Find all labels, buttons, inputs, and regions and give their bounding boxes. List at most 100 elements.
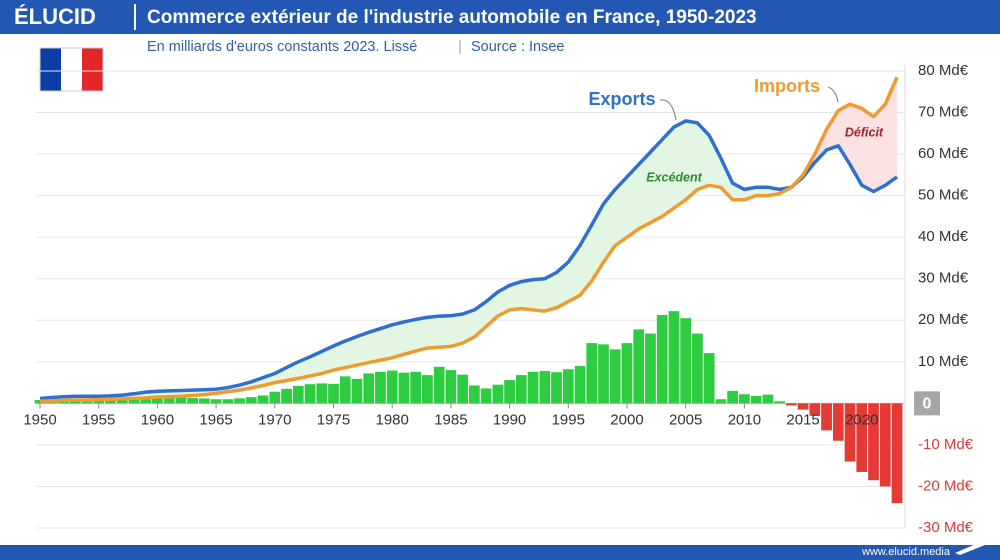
- balance-bar: [328, 383, 339, 404]
- fills: [40, 77, 897, 402]
- balance-bar: [668, 311, 680, 404]
- x-tick-label: 1960: [141, 411, 174, 428]
- balance-bar: [832, 403, 844, 441]
- balance-bar: [34, 400, 46, 404]
- footer: www.elucid.media: [861, 546, 951, 558]
- balance-bar: [797, 403, 809, 410]
- footer-bar: [0, 545, 1000, 560]
- y-tick-label: 70 Md€: [918, 104, 969, 121]
- grid: [36, 65, 906, 529]
- balance-bar: [433, 366, 445, 404]
- y-tick-label: -20 Md€: [918, 477, 974, 494]
- surplus-area: [40, 120, 897, 402]
- balance-bar: [739, 394, 750, 404]
- balance-bar: [128, 398, 140, 404]
- balance-bar: [633, 329, 645, 404]
- balance-bar: [703, 353, 715, 404]
- balance-bar: [492, 384, 504, 404]
- balance-bar: [339, 376, 351, 404]
- balance-bar: [375, 371, 386, 404]
- balance-bar: [609, 349, 621, 404]
- balance-bar: [105, 400, 116, 404]
- balance-bar: [586, 343, 598, 404]
- annotation: Excédent: [646, 170, 702, 184]
- balance-bar: [445, 370, 457, 404]
- balance-bar: [774, 401, 785, 404]
- balance-bar: [480, 388, 492, 404]
- chart-title: Commerce extérieur de l'industrie automo…: [147, 7, 757, 28]
- balance-bar: [386, 370, 398, 404]
- y-tick-label: 80 Md€: [918, 62, 969, 79]
- balance-bar: [750, 395, 762, 404]
- zero-label-box: [914, 391, 940, 416]
- balance-bar: [281, 388, 292, 404]
- balance-bar: [868, 403, 879, 481]
- balance-bar: [163, 397, 175, 404]
- deficit-area: [40, 77, 897, 402]
- x-tick-label: 1970: [258, 411, 291, 428]
- lines: [39, 76, 899, 404]
- balance-bar: [210, 399, 222, 404]
- x-tick-label: 1975: [317, 411, 350, 428]
- y-tick-label: 60 Md€: [918, 145, 969, 162]
- balance-bar: [398, 372, 410, 404]
- header-bar: [0, 0, 1000, 34]
- balance-bar: [140, 397, 152, 404]
- balance-bar: [515, 375, 527, 404]
- x-tick-label: 1955: [82, 411, 115, 428]
- balance-bar: [539, 370, 551, 404]
- balance-bar: [410, 371, 422, 404]
- balance-bar: [680, 318, 692, 404]
- brand: ÉLUCID: [14, 4, 96, 29]
- balance-bar: [257, 395, 269, 404]
- x-tick-label: 2020: [845, 411, 878, 428]
- x-tick-label: 2015: [786, 411, 819, 428]
- balance-bar: [598, 344, 609, 404]
- x-tick-label: 1950: [23, 411, 56, 428]
- balance-bar: [457, 374, 468, 404]
- balance-bar: [527, 371, 539, 404]
- series-line: [39, 76, 899, 404]
- series-label: Exports: [588, 89, 655, 109]
- x-tick-label: 2000: [610, 411, 643, 428]
- balance-bar: [351, 378, 363, 404]
- balance-bar: [821, 403, 832, 431]
- y-tick-label: -30 Md€: [918, 519, 974, 536]
- balance-bar: [727, 390, 739, 404]
- balance-bar: [304, 384, 316, 404]
- y-tick-label: 40 Md€: [918, 228, 969, 245]
- x-tick-label: 1965: [199, 411, 232, 428]
- balance-bar: [292, 385, 304, 404]
- balance-bar: [645, 333, 656, 404]
- y-tick-label: -10 Md€: [918, 436, 974, 453]
- balance-bar: [504, 380, 515, 404]
- y-tick-label: 50 Md€: [918, 187, 969, 204]
- balance-bar: [621, 343, 633, 404]
- balance-bar: [551, 372, 562, 404]
- y-tick-label: 30 Md€: [918, 270, 969, 287]
- balance-bar: [422, 375, 433, 404]
- x-tick-label: 1985: [434, 411, 467, 428]
- annotation: Déficit: [845, 125, 884, 139]
- balance-bar: [234, 398, 245, 404]
- balance-bar: [363, 373, 375, 404]
- leader-line: [827, 86, 839, 103]
- chart-subtitle: En milliards d'euros constants 2023. Lis…: [147, 39, 417, 55]
- balance-bar: [198, 398, 210, 404]
- chart-source: Source : Insee: [471, 39, 565, 55]
- balance-bar: [175, 397, 187, 404]
- balance-bar: [269, 391, 281, 404]
- x-tick-label: 1990: [493, 411, 526, 428]
- balance-bar: [562, 369, 574, 404]
- balance-bar: [187, 397, 198, 404]
- balance-bar: [316, 383, 328, 404]
- flag: [39, 47, 104, 92]
- x-tick-label: 2005: [669, 411, 702, 428]
- balance-bar: [879, 403, 891, 487]
- leader-line: [659, 99, 677, 121]
- balance-bar: [809, 403, 821, 416]
- series-label: Imports: [754, 76, 820, 96]
- balance-bar: [891, 403, 903, 504]
- x-tick-label: 2010: [728, 411, 761, 428]
